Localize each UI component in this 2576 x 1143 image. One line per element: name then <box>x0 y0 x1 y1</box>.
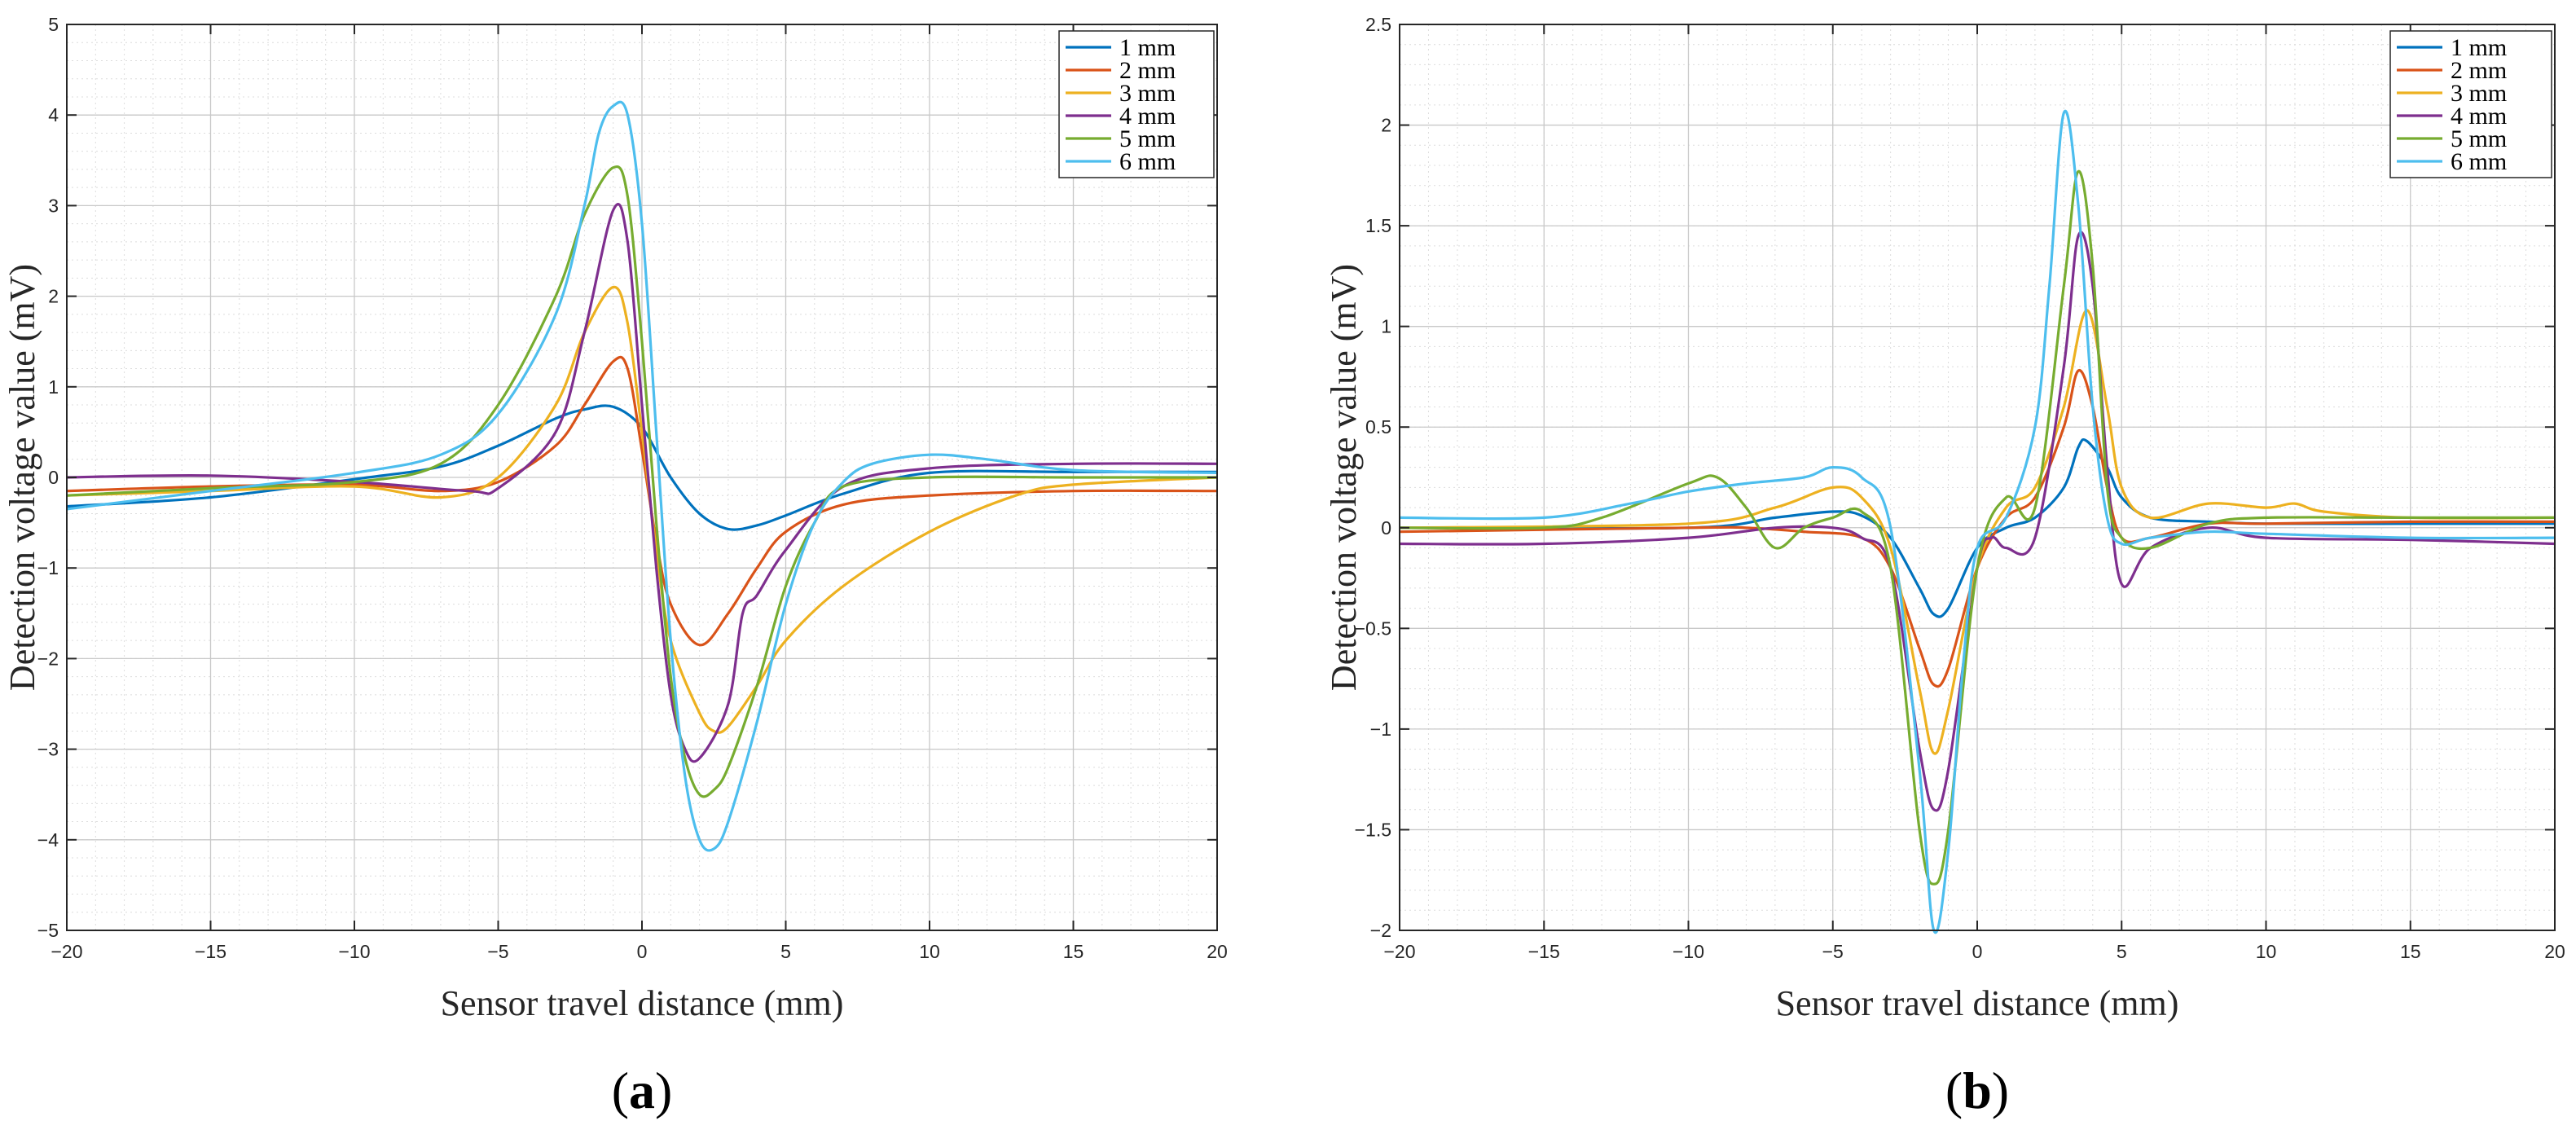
series-lines-b <box>1399 109 2556 934</box>
y-tick-label: 4 <box>48 104 59 125</box>
panel-label-b: (b) <box>1945 1062 2009 1119</box>
y-tick-label: −0.5 <box>1355 618 1391 639</box>
legend-b: 1 mm2 mm3 mm4 mm5 mm6 mm <box>2389 30 2552 178</box>
y-axis-title-b: Detection voltage value (mV) <box>1324 264 1364 691</box>
series-line-4mm <box>1399 231 2556 812</box>
legend-label: 1 mm <box>2451 34 2507 61</box>
series-line-5mm <box>1399 169 2555 886</box>
legend-label: 3 mm <box>1119 80 1176 107</box>
panel-label-b-letter: b <box>1963 1062 1992 1119</box>
y-tick-label: 5 <box>48 14 59 35</box>
x-tick-label: −15 <box>195 941 226 962</box>
y-tick-label: −2 <box>37 648 59 669</box>
legend-label: 6 mm <box>2451 148 2507 175</box>
tick-marks-b <box>1399 24 2556 931</box>
y-tick-label: 2.5 <box>1365 14 1391 35</box>
x-tick-label: −5 <box>487 941 508 962</box>
y-tick-label: −5 <box>37 920 59 941</box>
x-tick-label: 5 <box>780 941 791 962</box>
y-tick-label: −2 <box>1370 920 1391 941</box>
y-tick-label: −3 <box>37 739 59 760</box>
legend-label: 5 mm <box>1119 125 1176 152</box>
x-axis-title-b: Sensor travel distance (mm) <box>1776 983 2179 1023</box>
x-tick-label: 0 <box>637 941 648 962</box>
series-line-6mm <box>66 100 1218 852</box>
legend-box <box>1058 30 1215 178</box>
panel-label-a: (a) <box>612 1062 673 1119</box>
x-tick-label: −15 <box>1528 941 1560 962</box>
y-tick-label: −1 <box>37 557 59 578</box>
legend-a: 1 mm2 mm3 mm4 mm5 mm6 mm <box>1058 30 1215 178</box>
y-tick-label: 2 <box>1381 115 1391 136</box>
tick-marks-a <box>66 24 1218 931</box>
x-tick-label: −10 <box>1673 941 1704 962</box>
x-tick-label: 15 <box>1063 941 1084 962</box>
x-tick-label: 10 <box>919 941 940 962</box>
y-tick-labels-a: −5 −4 −3 −2 −1 0 1 2 3 4 5 <box>37 14 59 941</box>
legend-label: 4 mm <box>1119 103 1176 130</box>
legend-label: 2 mm <box>2451 57 2507 84</box>
x-axis-title-a: Sensor travel distance (mm) <box>441 983 844 1023</box>
x-tick-label: 10 <box>2256 941 2277 962</box>
x-tick-label: −20 <box>51 941 82 962</box>
y-tick-label: 0.5 <box>1365 416 1391 437</box>
y-tick-label: 0 <box>1381 517 1391 539</box>
x-tick-label: 20 <box>1207 941 1228 962</box>
chart-panel-b: −20 −15 −10 −5 0 5 10 15 20 −2 −1.5 −1 −0.5 0 0.5 1 1.5… <box>1324 14 2565 1023</box>
legend-label: 4 mm <box>2451 103 2507 130</box>
x-tick-labels-a: −20 −15 −10 −5 0 5 10 15 20 <box>51 941 1227 962</box>
x-tick-label: 0 <box>1972 941 1983 962</box>
legend-box <box>2389 30 2552 178</box>
y-tick-label: 1.5 <box>1365 215 1391 236</box>
y-tick-label: 3 <box>48 195 59 216</box>
y-tick-label: 2 <box>48 286 59 307</box>
x-tick-labels-b: −20 −15 −10 −5 0 5 10 15 20 <box>1383 941 2565 962</box>
series-line-3mm <box>1399 309 2556 755</box>
y-tick-labels-b: −2 −1.5 −1 −0.5 0 0.5 1 1.5 2 2.5 <box>1355 14 1391 941</box>
x-tick-label: 5 <box>2117 941 2127 962</box>
x-tick-label: −10 <box>338 941 370 962</box>
y-tick-label: −1 <box>1370 719 1391 740</box>
legend-label: 5 mm <box>2451 125 2507 152</box>
x-tick-label: 15 <box>2400 941 2421 962</box>
x-tick-label: −20 <box>1383 941 1415 962</box>
x-tick-label: 20 <box>2544 941 2565 962</box>
y-tick-label: −1.5 <box>1355 819 1391 840</box>
y-tick-label: 1 <box>1381 316 1391 337</box>
legend-label: 6 mm <box>1119 148 1176 175</box>
y-tick-label: −4 <box>37 829 59 851</box>
y-axis-title-a: Detection voltage value (mV) <box>2 264 42 691</box>
series-line-3mm <box>66 285 1218 734</box>
y-tick-label: 0 <box>48 467 59 488</box>
legend-label: 2 mm <box>1119 57 1176 84</box>
series-line-1mm <box>66 404 1218 531</box>
legend-label: 1 mm <box>1119 34 1176 61</box>
panel-label-a-letter: a <box>629 1062 655 1119</box>
legend-label: 3 mm <box>2451 80 2507 107</box>
series-lines-a <box>66 100 1218 852</box>
series-line-6mm <box>1399 109 2556 934</box>
y-tick-label: 1 <box>48 376 59 398</box>
x-tick-label: −5 <box>1822 941 1844 962</box>
